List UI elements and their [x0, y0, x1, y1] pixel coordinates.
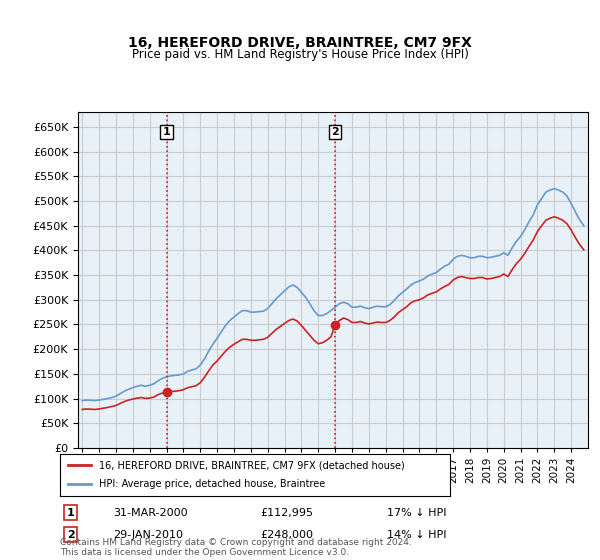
Text: Price paid vs. HM Land Registry's House Price Index (HPI): Price paid vs. HM Land Registry's House … — [131, 48, 469, 60]
Text: 16, HEREFORD DRIVE, BRAINTREE, CM7 9FX (detached house): 16, HEREFORD DRIVE, BRAINTREE, CM7 9FX (… — [99, 460, 405, 470]
Text: £248,000: £248,000 — [260, 530, 314, 540]
Text: 14% ↓ HPI: 14% ↓ HPI — [388, 530, 447, 540]
Text: £112,995: £112,995 — [260, 507, 314, 517]
Text: 1: 1 — [67, 507, 74, 517]
Text: HPI: Average price, detached house, Braintree: HPI: Average price, detached house, Brai… — [99, 479, 325, 489]
Text: 2: 2 — [331, 127, 339, 137]
Text: 29-JAN-2010: 29-JAN-2010 — [113, 530, 183, 540]
Text: 1: 1 — [163, 127, 170, 137]
Text: 16, HEREFORD DRIVE, BRAINTREE, CM7 9FX: 16, HEREFORD DRIVE, BRAINTREE, CM7 9FX — [128, 36, 472, 50]
Text: 17% ↓ HPI: 17% ↓ HPI — [388, 507, 447, 517]
Text: 2: 2 — [67, 530, 74, 540]
Text: Contains HM Land Registry data © Crown copyright and database right 2024.
This d: Contains HM Land Registry data © Crown c… — [60, 538, 412, 557]
Text: 31-MAR-2000: 31-MAR-2000 — [113, 507, 187, 517]
